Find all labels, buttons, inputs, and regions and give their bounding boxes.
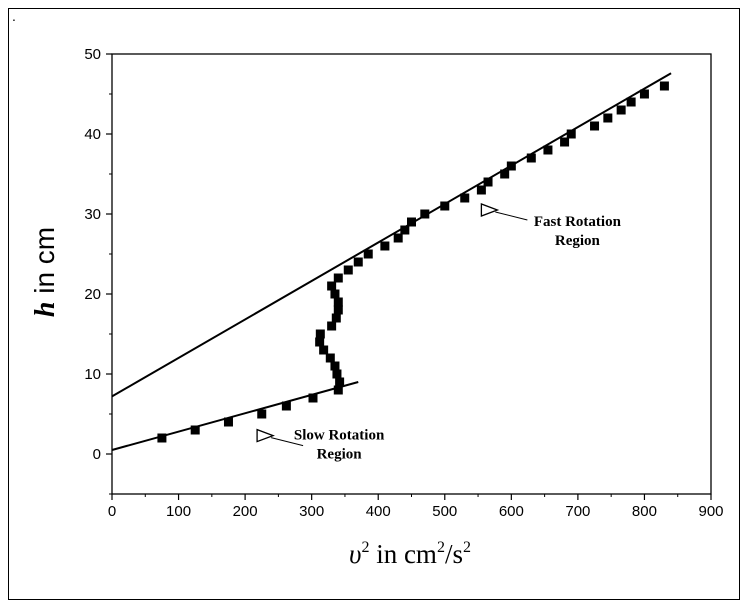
data-point	[327, 281, 337, 291]
data-point	[506, 161, 516, 171]
data-point	[440, 201, 450, 211]
data-point	[363, 249, 373, 259]
data-point	[393, 233, 403, 243]
data-point	[308, 393, 318, 403]
annotation-arrow	[256, 428, 275, 443]
annotation-text: Region	[555, 233, 601, 249]
x-tick-label: 400	[366, 503, 391, 520]
y-tick-label: 20	[84, 286, 101, 303]
annotation-arrow	[480, 203, 500, 217]
data-point	[281, 401, 291, 411]
data-point	[223, 417, 233, 427]
data-point	[560, 137, 570, 147]
annotation-leader	[270, 437, 304, 447]
data-point	[616, 105, 626, 115]
data-point	[626, 97, 636, 107]
data-point	[476, 185, 486, 195]
data-point	[543, 145, 553, 155]
data-point	[330, 289, 340, 299]
data-point	[526, 153, 536, 163]
data-point	[190, 425, 200, 435]
data-point	[327, 321, 337, 331]
data-point	[315, 337, 325, 347]
data-point	[325, 353, 335, 363]
y-axis-label: h in cm	[29, 227, 61, 317]
x-axis-label: υ2 in cm2/s2	[349, 539, 471, 569]
data-point	[659, 81, 669, 91]
data-point	[333, 385, 343, 395]
x-tick-label: 100	[166, 503, 191, 520]
corner-mark: .	[12, 8, 16, 24]
y-tick-label: 30	[84, 206, 101, 223]
data-point	[315, 329, 325, 339]
data-points	[157, 81, 669, 443]
y-tick-label: 50	[84, 46, 101, 63]
data-point	[333, 297, 343, 307]
y-tick-label: 40	[84, 126, 101, 143]
data-point	[157, 433, 167, 443]
data-point	[639, 89, 649, 99]
x-tick-label: 600	[499, 503, 524, 520]
data-point	[500, 169, 510, 179]
fit-line	[111, 72, 672, 398]
data-point	[333, 305, 343, 315]
data-point	[343, 265, 353, 275]
x-tick-label: 0	[108, 503, 116, 520]
data-point	[380, 241, 390, 251]
data-point	[331, 313, 341, 323]
data-point	[335, 377, 345, 387]
x-tick-label: 200	[233, 503, 258, 520]
data-point	[319, 345, 329, 355]
axes: 0 100 200 300 400 500 600 700 800 900 0 10 20 30 40 50	[84, 46, 723, 520]
data-point	[332, 369, 342, 379]
fit-lines	[111, 72, 672, 451]
data-point	[257, 409, 267, 419]
data-point	[330, 361, 340, 371]
data-point	[603, 113, 613, 123]
data-point	[460, 193, 470, 203]
x-tick-label: 800	[632, 503, 657, 520]
data-point	[353, 257, 363, 267]
x-tick-label: 300	[299, 503, 324, 520]
y-axis-symbol: h	[30, 302, 61, 318]
annotations: Fast Rotation Region Slow Rotation Region	[256, 203, 622, 463]
data-point	[333, 273, 343, 283]
plot-border	[111, 53, 712, 495]
data-point	[400, 225, 410, 235]
y-tick-label: 0	[93, 446, 101, 463]
data-point	[407, 217, 416, 227]
y-axis-unit: in cm	[29, 227, 60, 302]
annotation-leader	[495, 211, 528, 221]
x-tick-label: 700	[565, 503, 590, 520]
annotation-text: Region	[317, 447, 363, 463]
annotation-text: Slow Rotation	[294, 428, 385, 444]
annotation-text: Fast Rotation	[534, 214, 622, 230]
data-point	[420, 209, 430, 219]
x-tick-label: 500	[432, 503, 457, 520]
fit-line	[111, 381, 359, 451]
y-tick-label: 10	[84, 366, 101, 383]
data-point	[590, 121, 600, 131]
data-point	[483, 177, 493, 187]
x-tick-label: 900	[698, 503, 723, 520]
data-point	[566, 129, 576, 139]
